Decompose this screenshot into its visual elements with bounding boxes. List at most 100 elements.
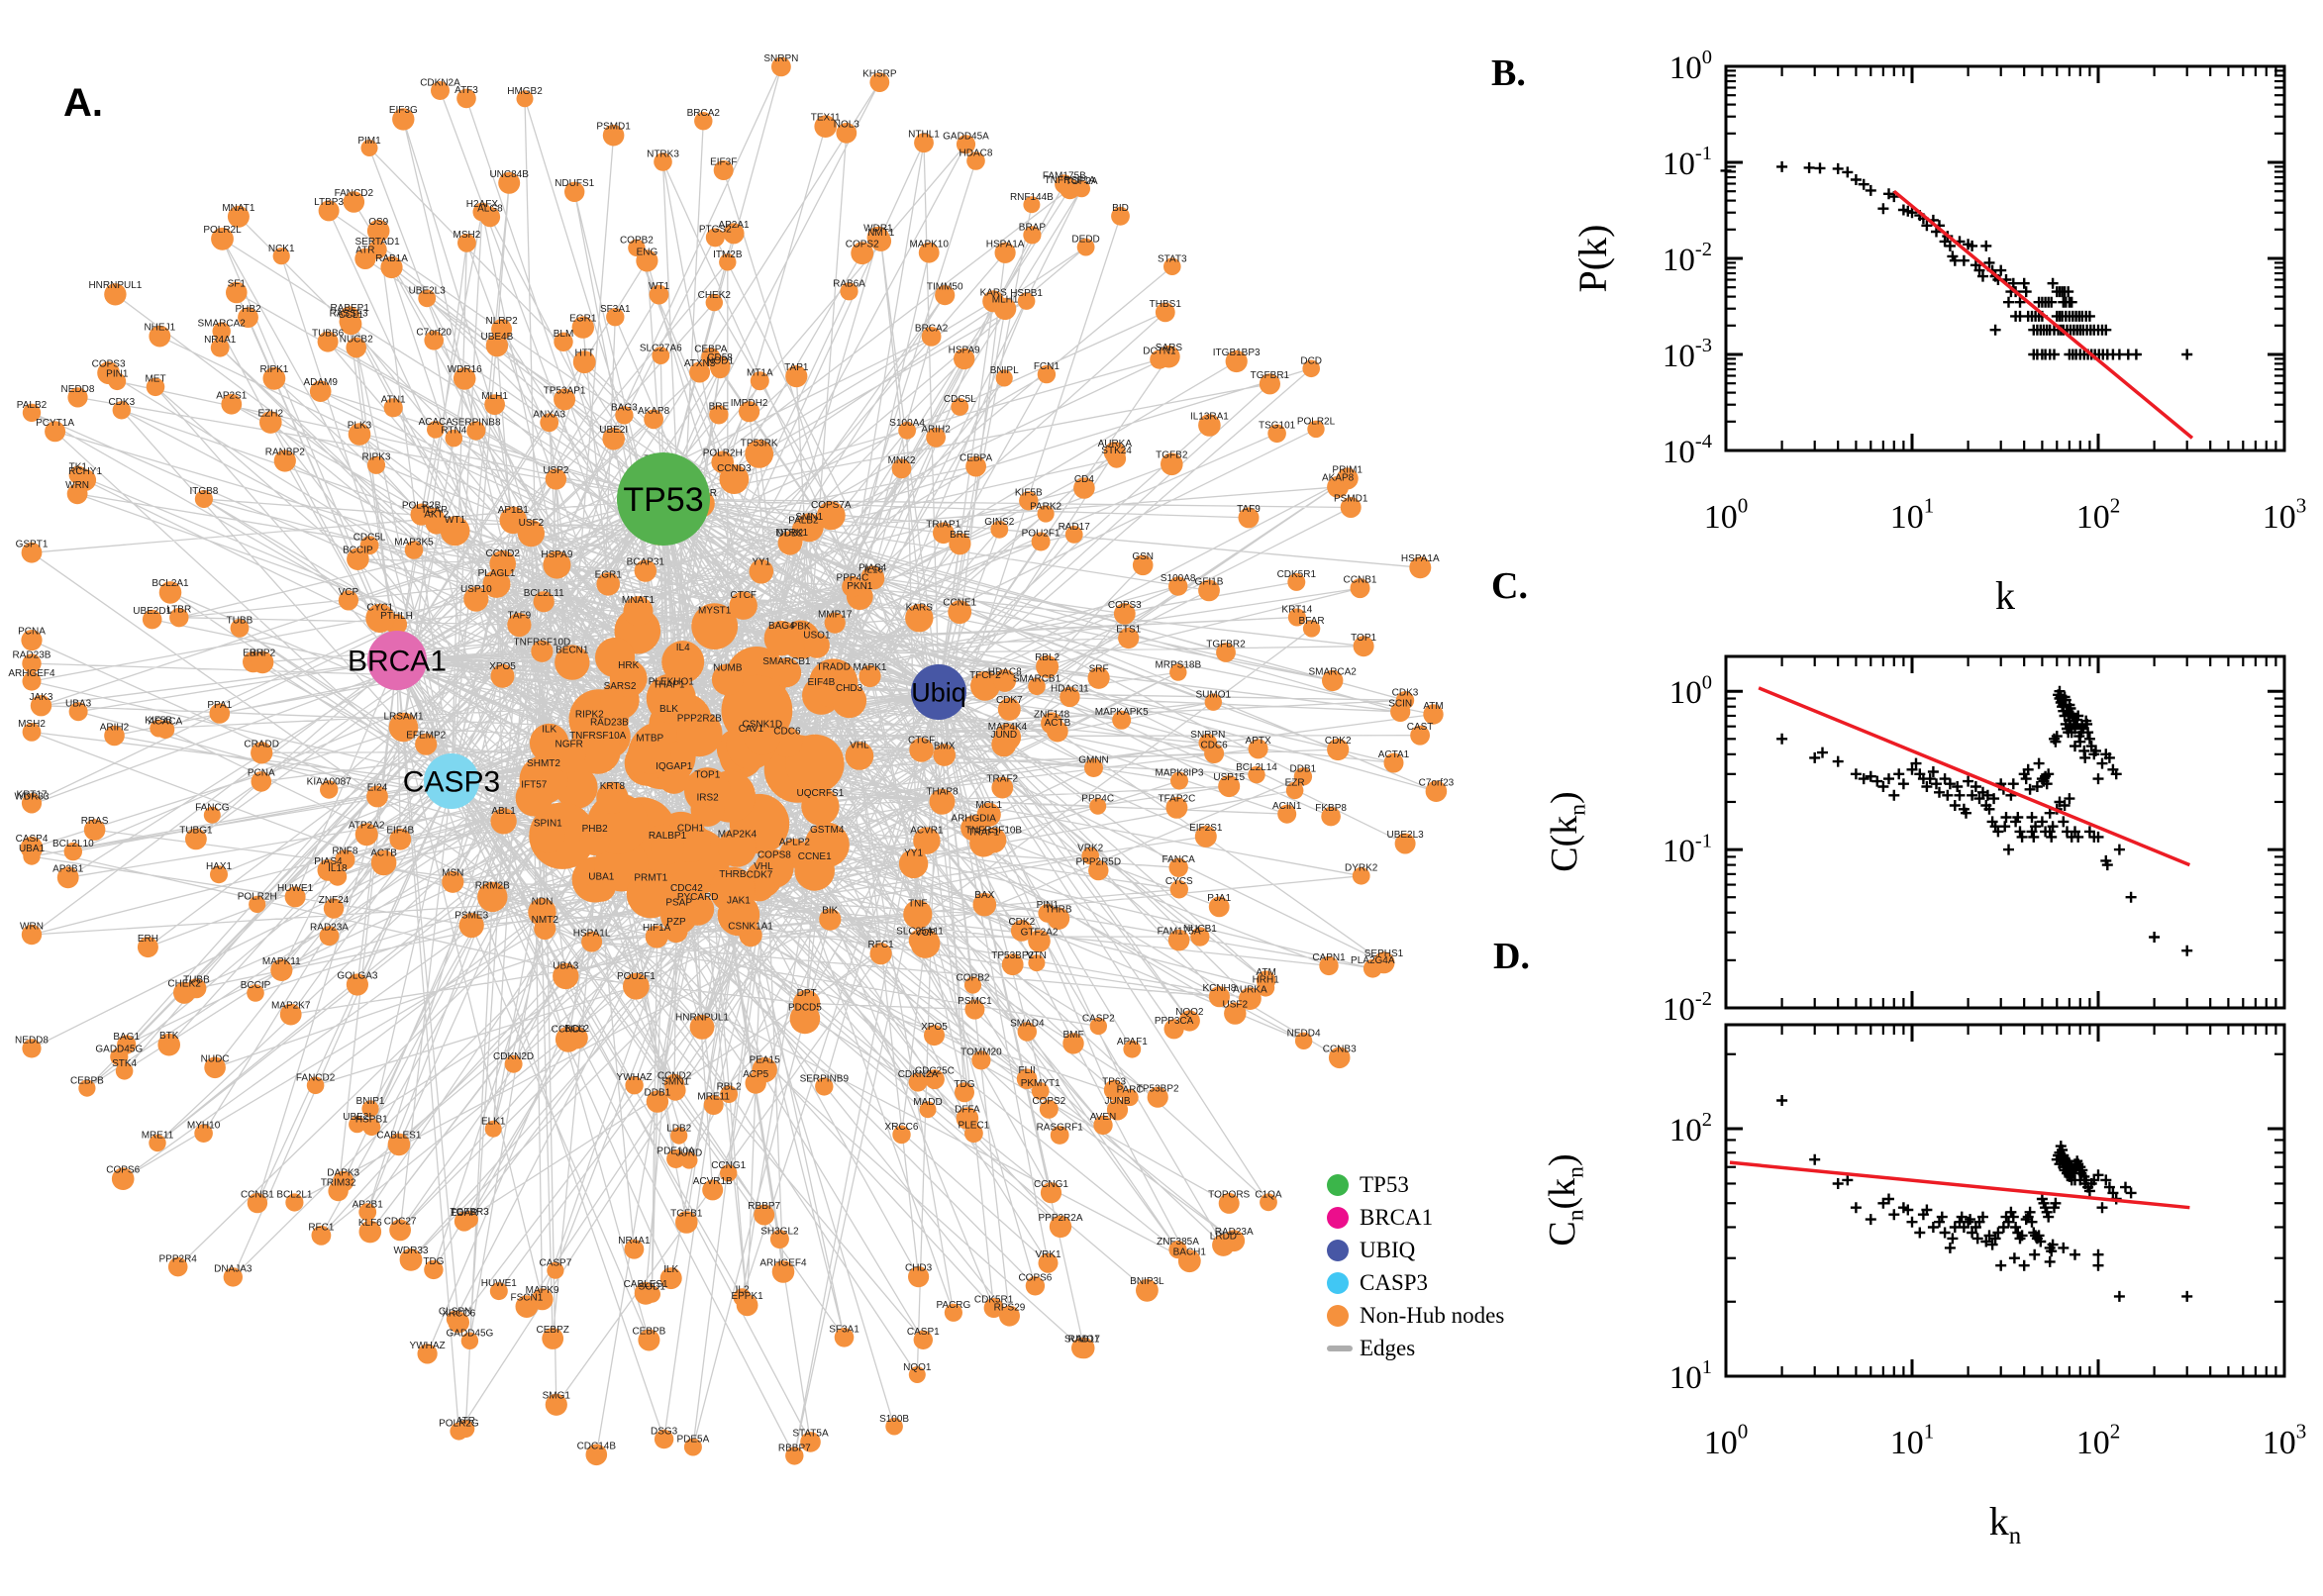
gene-node — [960, 815, 987, 842]
gene-node-label: AURKA — [1233, 984, 1267, 995]
gene-node — [771, 1260, 795, 1283]
x-tick-labels: 100 101 102 103 — [1704, 1420, 2307, 1461]
gene-node-label: TEX11 — [811, 113, 841, 124]
gene-node-label: NCK1 — [268, 244, 295, 254]
gene-node-label: RANBP2 — [265, 447, 305, 457]
gene-node — [238, 307, 258, 328]
panel-c-label: C. — [1491, 565, 1528, 607]
gene-node-label: PPP4C — [837, 573, 869, 584]
gene-node-label: PKN1 — [847, 581, 873, 592]
gene-node-label: HNRNPUL1 — [675, 1013, 729, 1024]
gene-node-label: TRAF1 — [967, 828, 999, 839]
casp3-dot-icon — [1327, 1271, 1349, 1294]
gene-node — [21, 542, 43, 563]
gene-node — [905, 604, 934, 633]
legend-label-casp3: CASP3 — [1360, 1270, 1429, 1295]
gene-node-label: MLH1 — [481, 391, 508, 402]
gene-node — [1121, 1088, 1139, 1107]
gene-node-label: MYH10 — [187, 1121, 221, 1132]
gene-node-label: MYST1 — [698, 606, 732, 617]
gene-node — [454, 1211, 474, 1232]
svg-text:100: 100 — [1704, 494, 1749, 536]
gene-node — [203, 806, 221, 824]
gene-node-label: C7orf23 — [1419, 777, 1455, 788]
gene-node-label: TNFRSF10B — [965, 826, 1023, 837]
gene-node — [709, 405, 729, 425]
gene-node-label: RALBP1 — [649, 831, 687, 842]
gene-node — [504, 1054, 523, 1073]
gene-node-label: PTHLH — [380, 611, 413, 622]
gene-node — [1168, 857, 1188, 877]
gene-node — [226, 281, 248, 304]
y-axis-title: P(k) — [1570, 225, 1615, 293]
gene-node-label: TOP2A — [1065, 176, 1098, 187]
gene-node-label: FAM175A — [1158, 927, 1201, 938]
gene-node-label: DCTN1 — [1143, 347, 1176, 357]
gene-node-label: GFI1B — [1195, 577, 1224, 588]
gene-node-label: CCNB1 — [1344, 575, 1377, 586]
gene-node — [157, 1033, 180, 1056]
gene-node — [719, 253, 737, 271]
gene-node — [845, 742, 874, 770]
gene-node-label: TGFBR2 — [1206, 640, 1246, 650]
gene-node — [284, 886, 306, 908]
gene-node-label: BNIP3L — [1130, 1276, 1164, 1287]
gene-node-label: SHMT2 — [527, 758, 560, 769]
gene-node — [951, 398, 969, 416]
gene-node-label: HNRNPUL1 — [88, 280, 142, 291]
gene-node-label: BNIPL — [990, 365, 1019, 376]
gene-node-label: DPT — [797, 988, 817, 999]
gene-node — [705, 228, 725, 248]
gene-node — [744, 719, 780, 755]
gene-node — [543, 550, 571, 579]
gene-node-label: PSMC1 — [958, 996, 992, 1007]
gene-node — [358, 1220, 382, 1244]
gene-node — [834, 1328, 855, 1347]
gene-node-label: TP53RK — [741, 439, 778, 449]
gene-node — [555, 645, 590, 680]
gene-node-label: HSPA1A — [986, 239, 1025, 249]
gene-node-label: PPP2R5D — [1076, 856, 1122, 867]
gene-node — [924, 1069, 945, 1090]
gene-node — [954, 348, 975, 370]
gene-node-label: HMGB2 — [507, 86, 543, 97]
legend-label-nonhub: Non-Hub nodes — [1360, 1303, 1505, 1328]
gene-node-label: SEPHS1 — [1364, 948, 1404, 959]
gene-node — [1190, 927, 1210, 947]
gene-node-label: SLC27A6 — [640, 343, 682, 353]
gene-node-label: STAT3 — [1158, 253, 1187, 264]
gene-node-label: DNAJA3 — [214, 1264, 252, 1275]
gene-node-label: PSMD1 — [596, 122, 631, 133]
gene-node — [150, 719, 168, 738]
gene-node — [115, 1062, 134, 1080]
gene-node-label: SERPINB9 — [800, 1073, 850, 1084]
gene-node — [572, 350, 596, 374]
gene-node — [908, 1266, 930, 1288]
gene-node-label: RAD17 — [1068, 1335, 1101, 1346]
gene-node — [652, 347, 670, 364]
gene-node-label: APLP2 — [779, 838, 811, 848]
gene-node-label: PPP2R4 — [159, 1253, 198, 1264]
gene-node-label: RIPK3 — [362, 452, 391, 463]
gene-node-label: TGFB1 — [670, 1208, 703, 1219]
gene-node — [1088, 859, 1109, 881]
gene-node-label: UNC84B — [489, 169, 529, 180]
gene-node — [108, 372, 127, 391]
gene-node-label: FANCA — [1162, 854, 1196, 865]
gene-node-label: ATR — [456, 1416, 475, 1427]
gene-node-label: AP3B1 — [52, 863, 84, 874]
gene-node-label: CDK7 — [996, 695, 1023, 706]
gene-node — [645, 925, 668, 948]
gene-node — [317, 331, 339, 352]
gene-node — [892, 1125, 911, 1145]
gene-node — [554, 332, 573, 351]
gene-node-label: SRF — [1089, 664, 1109, 675]
gene-node — [869, 943, 892, 965]
gene-node-label: LRDD — [1210, 1231, 1237, 1242]
gene-node-label: CAST — [1407, 722, 1434, 733]
gene-node-label: TAP1 — [784, 362, 809, 373]
gene-node — [489, 1282, 508, 1301]
gene-node-label: CASP2 — [1082, 1014, 1115, 1025]
gene-node — [948, 600, 972, 625]
gene-node — [626, 869, 675, 919]
